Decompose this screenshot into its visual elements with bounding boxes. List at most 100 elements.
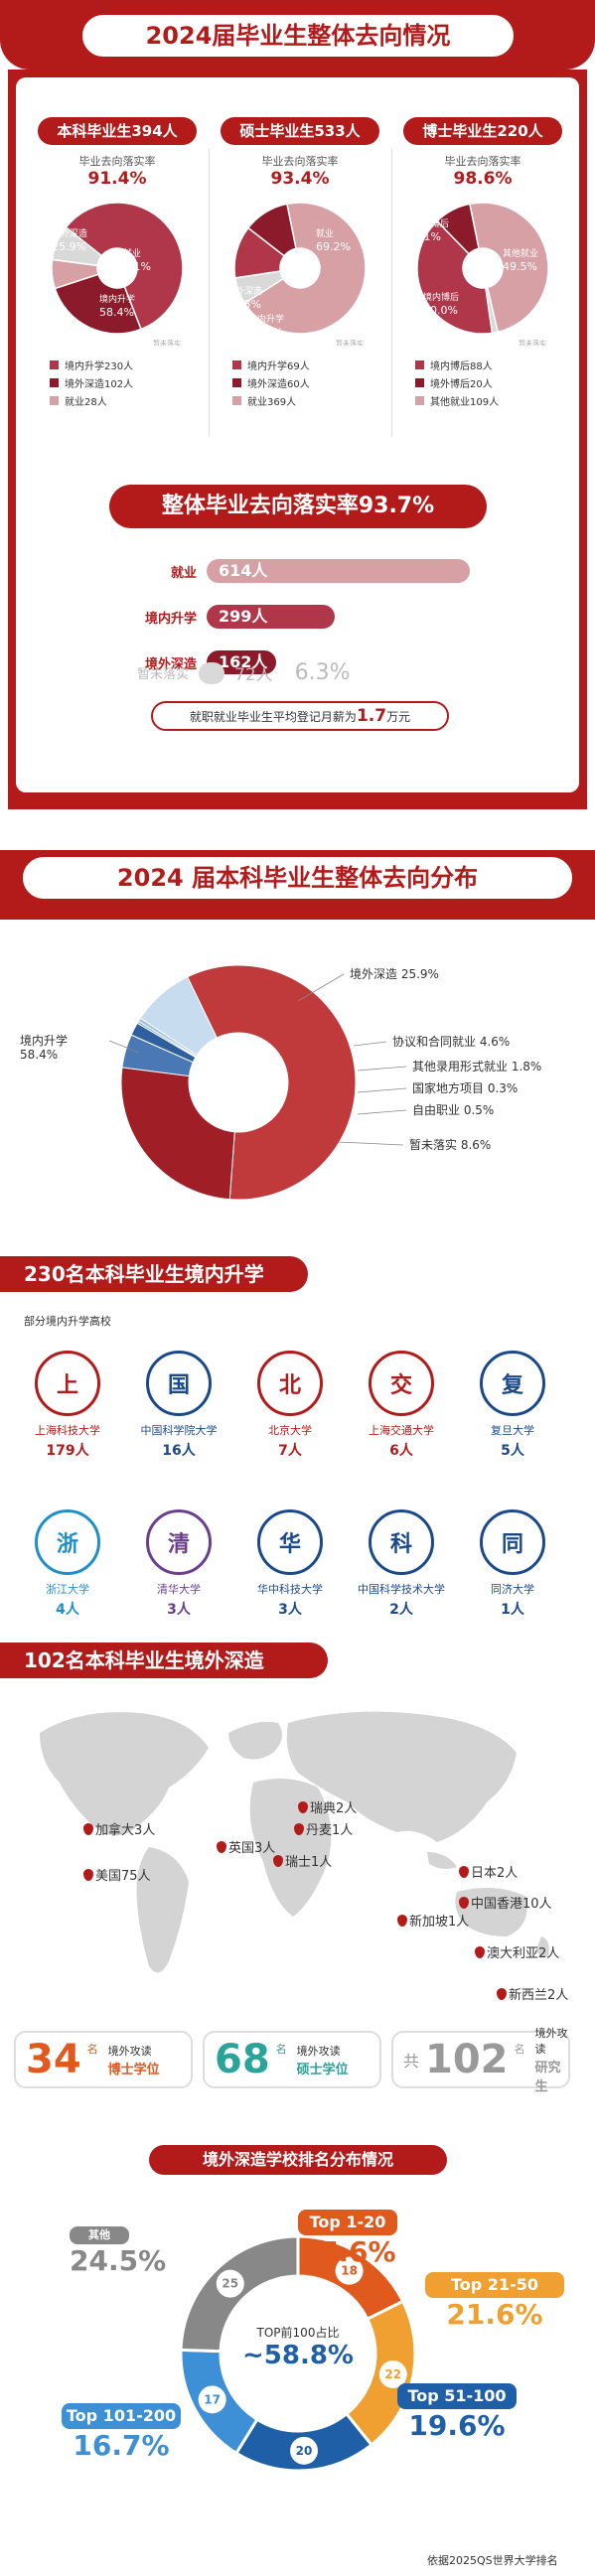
salary-note: 就职就业毕业生平均登记月薪为1.7万元 [151,701,449,731]
ranking-center: TOP前100占比 ~58.8% [238,2324,358,2370]
salary-pre: 就职就业毕业生平均登记月薪为 [189,710,357,724]
legend-swatch [415,377,424,387]
donut-inner-label: 58.4% [99,306,134,319]
university-card: 上上海科技大学 179人 [18,1351,117,1460]
pie-slice [120,1067,235,1201]
university-logo-icon: 同 [480,1509,545,1575]
column-divider [391,149,392,437]
pie-leader-line [357,1066,407,1072]
donut-inner-label: 9.1% [413,230,441,243]
pie-leader-line [297,973,345,1002]
rate-label: 毕业去向落实率 [78,155,156,168]
stat-box: 34 名境外攻读 博士学位 [14,2031,193,2088]
stat-number: 68 [215,2037,270,2082]
university-logo-icon: 复 [480,1351,545,1416]
university-logo-icon: 清 [146,1509,212,1575]
ranking-percent: 19.6% [408,2409,506,2442]
location-pin-icon [459,1896,469,1909]
university-logo-icon: 华 [257,1509,323,1575]
map-pin-label: 新西兰2人 [509,1988,569,2003]
university-count: 16人 [162,1443,196,1459]
stat-unit: 名 [514,2043,525,2056]
ranking-count: 18 [341,2264,358,2278]
donut-inner-label: 其他就业 [503,247,538,259]
stat-number: 34 [26,2037,81,2082]
map-pin-label: 美国75人 [95,1869,151,1884]
column-divider [209,149,210,437]
university-count: 3人 [167,1602,191,1618]
ranking-count: 20 [296,2444,313,2458]
bar-fill: 614人 [207,559,470,583]
stat-line2: 硕士学位 [296,2062,349,2077]
ranking-callout: Top 51-100 19.6% [397,2383,517,2442]
pie-slice [187,964,357,1201]
donut-segment [416,219,494,335]
university-name: 华中科技大学 [257,1583,323,1596]
stat-prefix: 共 [403,2052,420,2071]
map-pin: 新西兰2人 [497,1984,568,2003]
stat-unit: 名 [275,2043,287,2056]
map-pin: 澳大利亚2人 [475,1942,559,1961]
degree-column: 硕士毕业生533人 毕业去向落实率 93.4% 就业 69.2% 境外深造 11.3% 境内升… [221,117,379,455]
university-name: 清华大学 [157,1583,201,1596]
degree-legend: 境内博后88人 境外博后20人 其他就业109人 [403,356,562,409]
donut-inner-label: 境内博后 [423,291,459,303]
bar-label: 境内升学 [144,611,197,627]
location-pin-icon [217,1840,226,1853]
stat-text: 境外攻读 硕士学位 [297,2043,349,2077]
university-logo-icon: 科 [369,1509,434,1575]
university-logo-icon: 浙 [35,1509,100,1575]
pie-label: 境外深造 25.9% [350,966,439,981]
ranking-center-label: TOP前100占比 [256,2326,340,2340]
section3-title: 230名本科毕业生境内升学 [0,1256,308,1292]
ranking-donut-chart: 18 22 20 17 25 [179,2234,417,2473]
ranking-count: 22 [384,2367,401,2381]
map-pin: 瑞典2人 [298,1797,357,1816]
degree-column: 博士毕业生220人 毕业去向落实率 98.6% 境外博后 9.1% 其他就业 49.5% 境内… [403,117,562,455]
ranking-note: 依据2025QS世界大学排名 [427,2554,558,2567]
ranking-label: Top 1-20 [298,2210,397,2235]
university-card: 国中国科学院大学 16人 [129,1351,228,1460]
legend-item: 境内升学69人 [232,356,379,373]
degree-header: 博士毕业生220人 [403,117,562,145]
university-count: 6人 [389,1443,413,1459]
ranking-count-badge [335,2256,364,2285]
ranking-count: 25 [222,2277,238,2291]
pending-tag: 暂未落实 [153,339,181,346]
location-pin-icon [83,1868,93,1881]
ranking-callout: 其他 24.5% [70,2226,166,2277]
legend-text: 境外深造102人 [65,378,134,390]
university-logo-icon: 上 [35,1351,100,1416]
pie-leader-line [108,1040,140,1054]
pending-label: 暂未落实 [137,667,190,682]
ranking-percent: 21.6% [446,2298,543,2331]
location-pin-icon [475,1945,485,1958]
university-name: 复旦大学 [491,1424,534,1437]
ranking-percent: 17.6% [299,2235,396,2268]
pie-slice [139,976,218,1057]
pie-label: 58.4% [20,1048,58,1062]
university-card: 北北京大学 7人 [240,1351,340,1460]
legend-item: 就业28人 [50,391,197,409]
university-logo-icon: 北 [257,1351,323,1416]
university-name: 浙江大学 [46,1583,89,1596]
pie-leader-line [357,1109,407,1115]
pie-label: 协议和合同就业 4.6% [392,1034,510,1049]
rate-label: 毕业去向落实率 [261,155,339,168]
pie-label: 自由职业 0.5% [412,1103,494,1117]
legend-text: 境内博后88人 [430,360,493,372]
university-logo-icon: 交 [369,1351,434,1416]
donut-inner-label: 25.9% [52,240,86,253]
university-card: 浙浙江大学 4人 [18,1509,117,1619]
ranking-count-badge [378,2360,407,2388]
degree-legend: 境内升学230人 境外深造102人 就业28人 [38,356,197,409]
pie-label: 境内升学 [20,1033,68,1048]
pie-label: 国家地方项目 0.3% [412,1080,518,1095]
legend-item: 其他就业109人 [415,391,562,409]
university-name: 中国科学技术大学 [358,1583,445,1596]
university-card: 同同济大学 1人 [463,1509,562,1619]
donut-segment [51,225,103,267]
overall-bar-row: 就业 614人 [129,559,470,583]
donut-segment [469,202,549,334]
